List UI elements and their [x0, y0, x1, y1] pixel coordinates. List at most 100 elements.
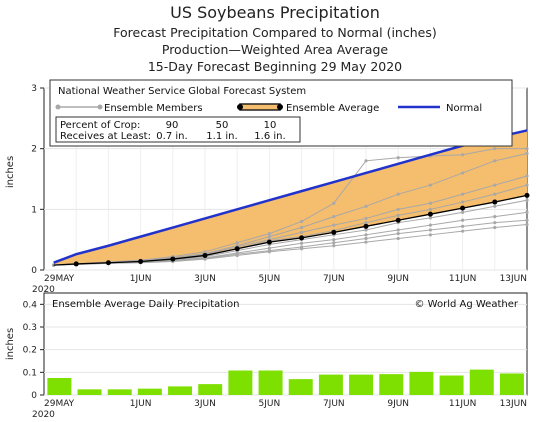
ensemble-member-line: [53, 153, 528, 266]
top-xtick-label: 5JUN: [259, 274, 281, 284]
ensemble-member-point: [428, 228, 432, 232]
receive-val-10: 1.6 in.: [254, 131, 285, 142]
ensemble-member-point: [396, 236, 400, 241]
ensemble-member-point: [461, 200, 465, 204]
ensemble-member-point: [203, 257, 207, 261]
ensemble-member-point: [525, 151, 529, 156]
bottom-credit: © World Ag Weather: [415, 299, 519, 310]
ensemble-member-point: [493, 225, 497, 230]
ensemble-member-point: [493, 183, 497, 187]
ensemble-member-point: [493, 159, 497, 163]
ensemble-member-point: [461, 171, 465, 175]
top-ytick-label: 1: [31, 205, 37, 215]
crop-table-box: [55, 116, 301, 143]
title-sub-2: Production—Weighted Area Average: [162, 42, 389, 57]
daily-precip-bar: [198, 384, 223, 395]
crop-header: Percent of Crop:: [60, 120, 140, 131]
ensemble-member-point: [525, 183, 529, 187]
ensemble-member-point: [525, 222, 529, 227]
ensemble-member-point: [332, 238, 336, 242]
ensemble-member-point: [332, 223, 336, 227]
daily-precip-bar: [137, 388, 162, 395]
top-ytick-label: 3: [31, 84, 37, 94]
ensemble-member-point: [235, 241, 239, 245]
ensemble-member-point: [493, 192, 497, 196]
ensemble-average-point: [492, 199, 498, 205]
legend-average-label: Ensemble Average: [286, 103, 379, 114]
top-xtick-label: 7JUN: [323, 274, 345, 284]
bottom-xtick-label: 11JUN: [449, 399, 476, 409]
top-xtick-label: 11JUN: [449, 274, 476, 284]
bottom-xtick-label: 1JUN: [130, 399, 152, 409]
ensemble-member-point: [364, 233, 368, 237]
ensemble-member-point: [493, 221, 497, 225]
top-xtick-label: 29MAY: [44, 274, 75, 284]
title-sub-1: Forecast Precipitation Compared to Norma…: [113, 25, 436, 40]
ensemble-member-point: [267, 235, 271, 239]
ensemble-member-point: [461, 210, 465, 214]
ensemble-member-point: [525, 147, 529, 151]
ensemble-average-point: [138, 259, 144, 265]
ensemble-member-point: [461, 192, 465, 196]
ensemble-member-point: [396, 156, 400, 160]
ensemble-member-point: [300, 230, 304, 234]
daily-precip-bar: [318, 374, 343, 395]
ensemble-member-point: [461, 218, 465, 222]
ensemble-member-point: [461, 153, 465, 157]
ensemble-member-point: [396, 213, 400, 217]
ensemble-member-point: [267, 250, 271, 254]
ensemble-average-point: [427, 211, 433, 217]
ensemble-member-point: [364, 236, 368, 241]
ensemble-member-point: [525, 198, 529, 202]
daily-precip-bar: [439, 375, 464, 395]
crop-pct-10: 10: [264, 120, 277, 131]
ensemble-average-line: [53, 194, 528, 266]
bottom-xtick-label: 7JUN: [323, 399, 345, 409]
ensemble-member-point: [364, 159, 368, 163]
ensemble-average-point: [73, 261, 79, 267]
ensemble-member-point: [332, 215, 336, 219]
legend-system-title: National Weather Service Global Forecast…: [58, 86, 306, 97]
ensemble-member-point: [332, 244, 336, 248]
bottom-ytick-label: 0.4: [23, 300, 38, 310]
ensemble-member-point: [332, 241, 336, 245]
ensemble-member-point: [364, 228, 368, 232]
daily-precip-bar: [77, 389, 102, 395]
ensemble-average-point: [395, 217, 401, 223]
ensemble-member-point: [267, 246, 271, 250]
bottom-xtick-label: 9JUN: [387, 399, 409, 409]
daily-precip-bar: [469, 369, 494, 395]
bottom-ytick-label: 0: [31, 391, 37, 401]
daily-precip-bar: [379, 374, 404, 395]
bottom-xtick-label: 13JUN: [500, 399, 527, 409]
ensemble-member-point: [428, 201, 432, 205]
bottom-xtick-year: 2020: [32, 410, 55, 420]
bottom-ylabel: inches: [5, 328, 16, 360]
legend-average-marker: [277, 104, 283, 110]
legend-normal-label: Normal: [446, 103, 482, 114]
ensemble-member-line: [53, 224, 528, 266]
receive-val-50: 1.1 in.: [206, 131, 237, 142]
bottom-ytick-label: 0.3: [23, 323, 37, 333]
bottom-plot-area: [47, 369, 524, 395]
legend-members-marker: [97, 104, 103, 110]
ensemble-member-point: [428, 223, 432, 227]
receive-val-90: 0.7 in.: [156, 131, 187, 142]
ensemble-member-point: [235, 253, 239, 258]
crop-pct-50: 50: [216, 120, 229, 131]
ensemble-member-point: [300, 241, 304, 245]
deficit-fill-area: [53, 130, 527, 266]
ensemble-member-point: [364, 216, 368, 221]
ensemble-average-point: [234, 246, 240, 252]
top-xtick-year: 2020: [32, 285, 55, 295]
top-xtick-label: 1JUN: [130, 274, 152, 284]
title-sub-3: 15-Day Forecast Beginning 29 May 2020: [148, 59, 402, 74]
top-ytick-label: 2: [31, 145, 37, 155]
legend-average-marker: [237, 104, 243, 110]
top-ylabel: inches: [5, 156, 16, 188]
top-xtick-label: 3JUN: [194, 274, 216, 284]
bottom-ytick-label: 0.2: [23, 346, 37, 356]
normal-line: [53, 129, 528, 264]
top-xtick-label: 9JUN: [387, 274, 409, 284]
